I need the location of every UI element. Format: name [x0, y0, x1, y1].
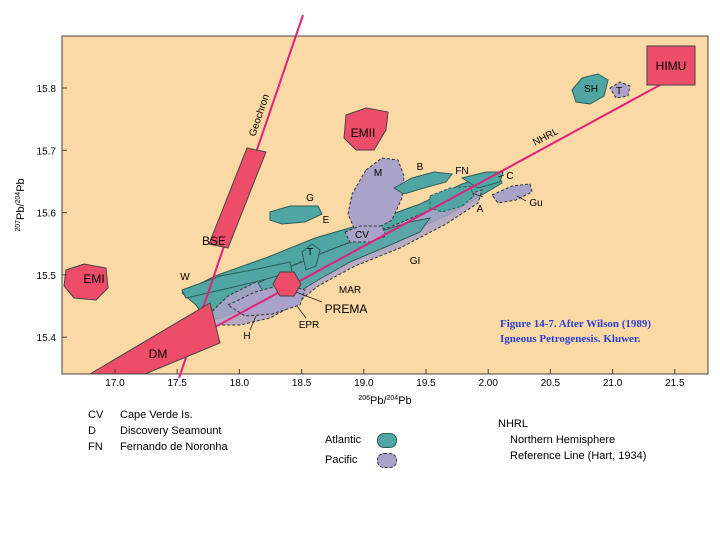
atlantic-swatch [377, 432, 397, 448]
t-upper-label: T [616, 86, 622, 97]
t-lower-label: T [307, 247, 313, 258]
legend-text: Cape Verde Is. [120, 409, 193, 421]
legend-pacific: Pacific [325, 450, 397, 470]
x-tick-label: 17.5 [167, 378, 187, 389]
x-axis-ticks: 17.0 17.5 18.0 18.5 19.0 19.5 2.00 20.5 21.0 21.5 [105, 369, 685, 389]
nhrl-line [181, 84, 661, 346]
emii-label: EMII [351, 126, 376, 140]
c-leader [497, 174, 505, 178]
epr-label: EPR [299, 320, 320, 331]
pacific-swatch [377, 452, 397, 468]
y-tick-label: 15.7 [37, 146, 57, 157]
a-label: A [477, 204, 484, 215]
legend-abbr: D [88, 425, 96, 437]
mar-label: MAR [339, 285, 361, 296]
nhrl-legend-line1: Northern Hemisphere [510, 434, 616, 446]
a-leader [471, 192, 484, 198]
legend-row: D Discovery Seamount [88, 423, 228, 439]
h-leader [249, 315, 257, 331]
gu-label: Gu [529, 198, 542, 209]
b-label: B [417, 162, 424, 173]
x-tick-label: 21.0 [603, 378, 623, 389]
x-tick-label: 19.0 [354, 378, 374, 389]
epr-leader [296, 305, 307, 319]
y-tick-label: 15.4 [37, 333, 57, 344]
nhrl-legend: NHRL Northern Hemisphere Reference Line … [498, 416, 646, 464]
x-tick-label: 17.0 [105, 378, 125, 389]
cv-label: CV [355, 230, 369, 241]
legend-abbr: FN [88, 441, 103, 453]
y-tick-label: 15.5 [37, 271, 57, 282]
himu-label: HIMU [656, 59, 687, 73]
e-label: E [323, 215, 330, 226]
emi-label: EMI [83, 272, 104, 286]
g-field [269, 205, 323, 225]
m-field [347, 157, 405, 231]
x-tick-label: 18.5 [292, 378, 312, 389]
x-tick-label: 19.5 [416, 378, 436, 389]
bse-box [208, 147, 267, 249]
b-field [393, 171, 453, 195]
t-lower-field [301, 243, 321, 271]
bse-label: BSE [202, 234, 226, 248]
ocean-legend: Atlantic Pacific [325, 430, 397, 470]
x-tick-label: 20.5 [541, 378, 561, 389]
gu-leader [516, 195, 527, 202]
fn-label: FN [455, 166, 468, 177]
abbreviation-legend: CV Cape Verde Is. D Discovery Seamount FN F… [88, 407, 228, 455]
prema-hexagon [272, 271, 302, 297]
y-tick-label: 15.8 [37, 84, 57, 95]
y-tick-label: 15.6 [37, 209, 57, 220]
prema-label: PREMA [325, 302, 368, 316]
c-label: C [506, 171, 513, 182]
y-axis-ticks: 15.8 15.7 15.6 15.5 15.4 [37, 84, 67, 344]
x-axis-label: 206Pb/204Pb [358, 395, 411, 407]
x-tick-label: 21.5 [665, 378, 685, 389]
legend-row: CV Cape Verde Is. [88, 407, 228, 423]
emi-field [63, 263, 109, 301]
emii-field [343, 107, 389, 151]
sh-label: SH [584, 84, 598, 95]
legend-text: Discovery Seamount [120, 425, 222, 437]
x-tick-label: 2.00 [478, 378, 498, 389]
legend-text: Fernando de Noronha [120, 441, 228, 453]
legend-atlantic: Atlantic [325, 430, 397, 450]
gu-field [491, 183, 533, 204]
legend-abbr: CV [88, 409, 104, 421]
dm-box [88, 302, 221, 375]
m-label: M [374, 168, 382, 179]
himu-box [646, 45, 696, 86]
y-axis-label: 207Pb/204Pb [15, 178, 27, 231]
cv-field [344, 225, 387, 243]
legend-pacific-label: Pacific [325, 454, 358, 466]
t-upper-field [609, 81, 631, 99]
prema-leader [295, 291, 323, 303]
w-label: W [180, 272, 190, 283]
credit-line1: Figure 14-7. After Wilson (1989) [500, 318, 652, 330]
credit-line2: Igneous Petrogenesis. Kluwer. [500, 333, 641, 345]
nhrl-legend-abbr: NHRL [498, 418, 528, 430]
gi-label: GI [410, 256, 421, 267]
h-label: H [243, 331, 250, 342]
legend-row: FN Fernando de Noronha [88, 439, 228, 455]
nhrl-legend-line2: Reference Line (Hart, 1934) [510, 450, 647, 462]
g-label: G [306, 193, 314, 204]
legend-atlantic-label: Atlantic [325, 434, 362, 446]
x-tick-label: 18.0 [230, 378, 250, 389]
figure-credit: Figure 14-7. After Wilson (1989) Igneous… [500, 317, 710, 347]
sh-field [571, 73, 609, 105]
dm-label: DM [149, 347, 168, 361]
